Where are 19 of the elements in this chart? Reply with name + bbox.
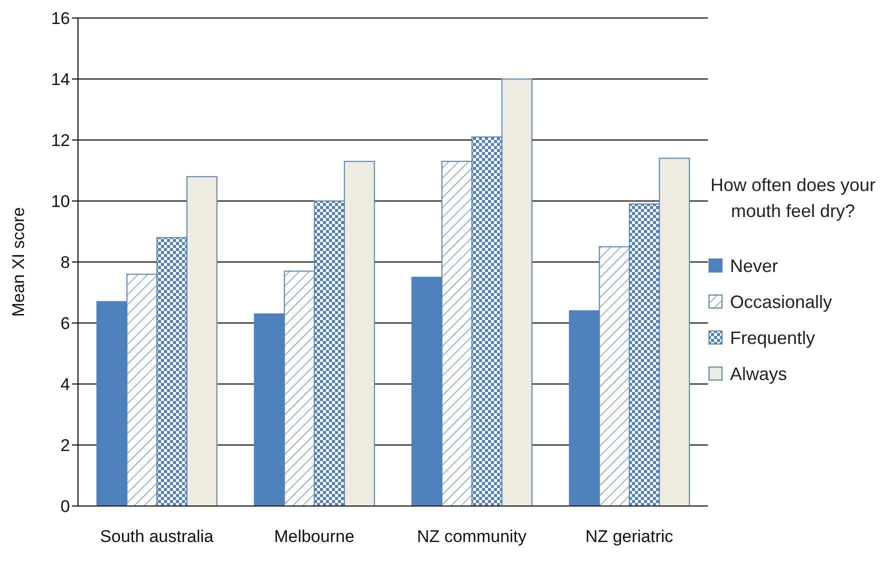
y-tick-label: 12 bbox=[51, 131, 70, 150]
y-tick-label: 0 bbox=[60, 497, 70, 516]
y-tick-label: 2 bbox=[60, 436, 70, 456]
y-tick-label: 8 bbox=[60, 253, 70, 272]
legend-label: Occasionally bbox=[730, 292, 832, 312]
y-tick-label: 16 bbox=[51, 9, 70, 28]
x-tick-label: South australia bbox=[100, 527, 214, 546]
legend-label: Always bbox=[730, 364, 788, 384]
x-tick-label: NZ geriatric bbox=[585, 527, 674, 546]
y-tick-label: 6 bbox=[60, 314, 70, 334]
legend-label: Frequently bbox=[730, 328, 816, 348]
y-axis-title: Mean XI score bbox=[9, 207, 28, 317]
y-tick-label: 14 bbox=[51, 70, 70, 90]
y-tick-label: 10 bbox=[51, 192, 70, 212]
legend-title: How often does your mouth feel dry? bbox=[709, 174, 877, 223]
x-tick-label: Melbourne bbox=[274, 527, 354, 546]
y-tick-label: 4 bbox=[60, 375, 70, 394]
legend-label: Never bbox=[730, 256, 778, 276]
x-tick-label: NZ community bbox=[416, 527, 528, 546]
